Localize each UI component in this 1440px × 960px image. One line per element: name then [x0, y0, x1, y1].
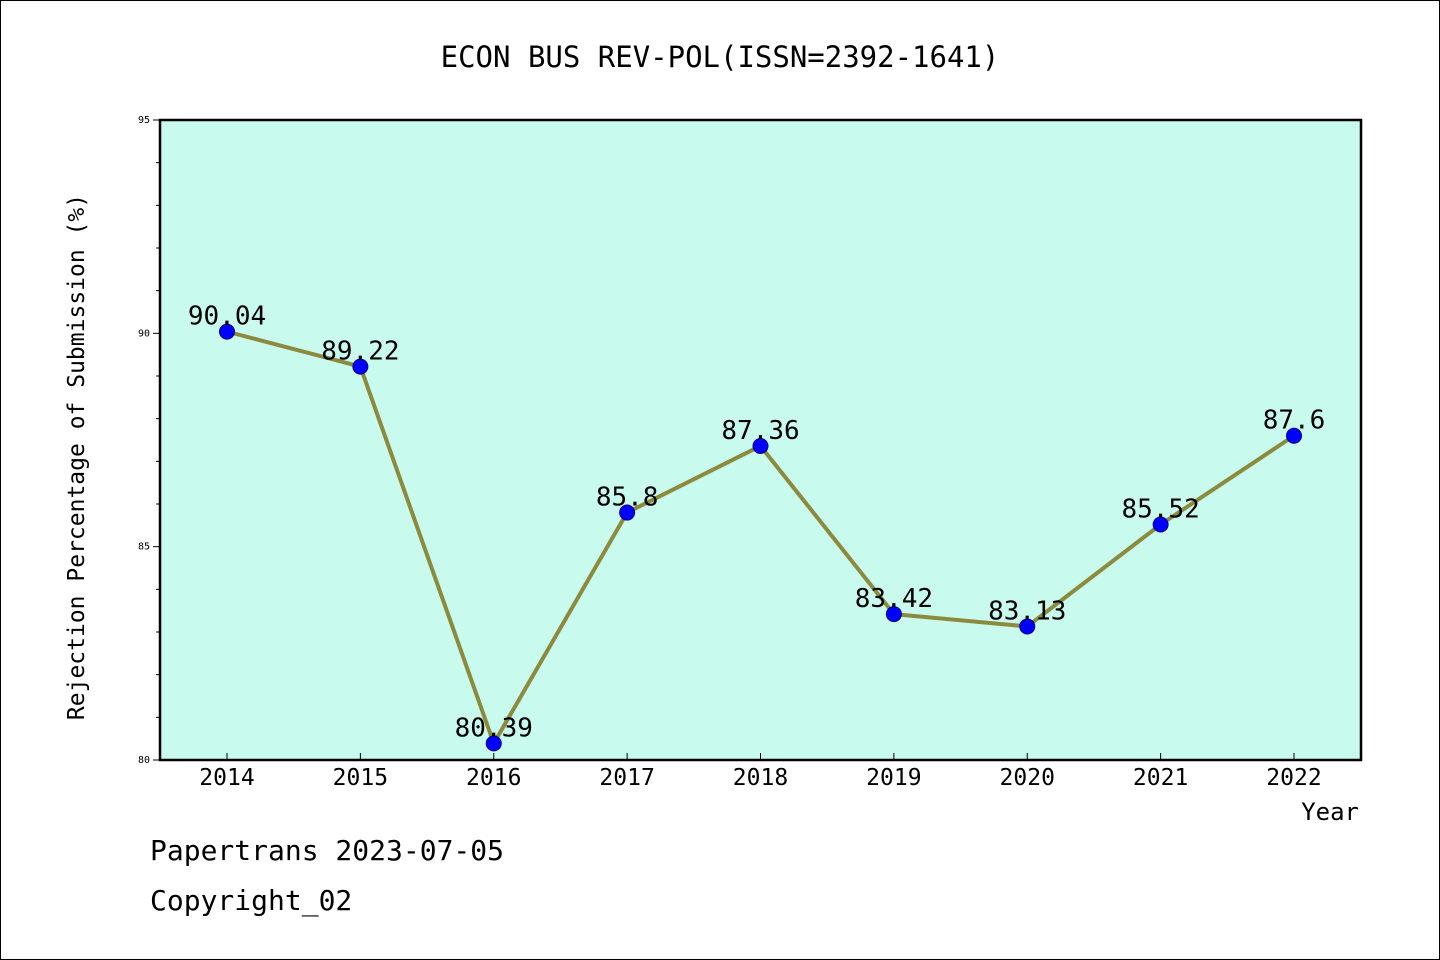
data-point: [619, 504, 636, 521]
data-point: [1152, 516, 1169, 533]
chart-title: ECON BUS REV-POL(ISSN=2392-1641): [441, 40, 1000, 74]
y-axis: 80 85 90 95: [138, 115, 160, 766]
data-label: 87.36: [721, 416, 799, 446]
data-point: [352, 358, 369, 375]
x-axis-label: Year: [1301, 798, 1359, 826]
data-point: [1019, 618, 1036, 635]
data-labels: 90.04 89.22 80.39 85.8 87.36 83.42 83.13 85.52 8…: [188, 302, 1325, 744]
x-tick-label: 2022: [1266, 765, 1321, 791]
footer-copyright-label: Copyright_02: [150, 884, 353, 917]
data-point: [885, 606, 902, 623]
y-tick-label: 80: [138, 755, 150, 766]
plot-area: [158, 118, 1363, 762]
x-tick-label: 2018: [733, 765, 788, 791]
x-tick-label: 2016: [466, 765, 521, 791]
x-tick-label: 2021: [1133, 765, 1188, 791]
y-tick-label: 90: [138, 328, 150, 339]
y-tick-label: 95: [138, 115, 150, 126]
x-axis: 2014 2015 2016 2017 2018 2019 2020 2021 2022: [199, 753, 1322, 791]
y-tick-label: 85: [138, 542, 150, 553]
x-tick-label: 2017: [599, 765, 654, 791]
x-tick-label: 2015: [333, 765, 388, 791]
data-label: 83.13: [988, 596, 1066, 626]
data-label: 89.22: [321, 337, 399, 367]
data-label: 85.8: [596, 483, 659, 513]
data-point: [219, 323, 235, 340]
x-tick-label: 2020: [1000, 765, 1055, 791]
x-tick-label: 2014: [199, 765, 254, 791]
footer-date-label: Papertrans 2023-07-05: [150, 834, 505, 867]
data-label: 87.6: [1263, 406, 1326, 436]
data-point: [752, 437, 769, 454]
data-label: 83.42: [855, 584, 933, 614]
y-axis-label: Rejection Percentage of Submission (%): [64, 194, 90, 720]
data-label: 85.52: [1121, 494, 1199, 524]
data-point: [485, 735, 502, 752]
data-label: 90.04: [188, 302, 266, 332]
data-point: [1286, 427, 1302, 444]
data-label: 80.39: [455, 713, 533, 743]
x-tick-label: 2019: [866, 765, 921, 791]
series-markers: [219, 323, 1302, 752]
